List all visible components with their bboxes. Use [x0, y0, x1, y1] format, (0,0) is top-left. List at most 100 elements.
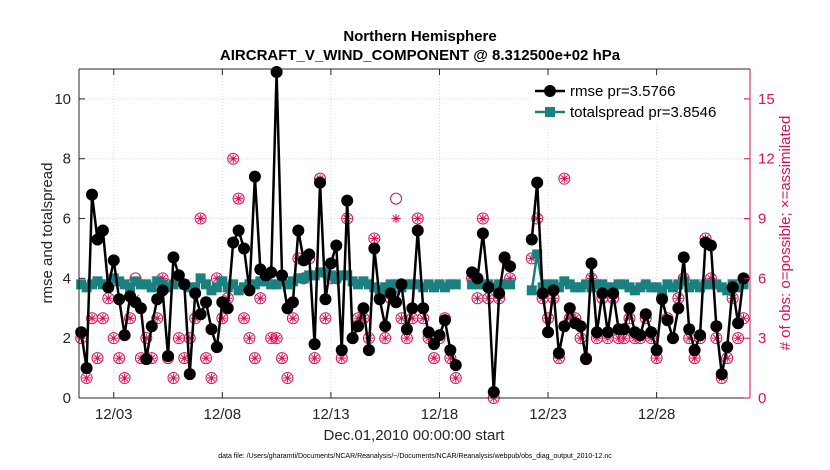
obs-possible-marker	[319, 312, 332, 325]
totalspread-point	[206, 285, 217, 296]
rmse-point	[140, 353, 153, 366]
x-tick-label: 12/08	[204, 406, 242, 423]
obs-possible-marker	[243, 332, 256, 345]
totalspread-point	[81, 282, 92, 293]
rmse-point	[504, 260, 517, 273]
obs-assimilated-marker	[738, 313, 748, 323]
totalspread-point	[564, 279, 575, 290]
rmse-point	[580, 353, 593, 366]
rmse-point	[645, 326, 658, 339]
rmse-point	[574, 320, 587, 333]
obs-assimilated-marker	[733, 333, 743, 343]
rmse-point	[601, 326, 614, 339]
obs-assimilated-marker	[201, 353, 211, 363]
rmse-point	[536, 287, 549, 300]
rmse-point	[178, 278, 191, 291]
x-tick-label: 12/13	[312, 406, 350, 423]
rmse-point	[590, 326, 603, 339]
totalspread-point	[380, 282, 391, 293]
totalspread-point	[532, 249, 543, 260]
totalspread-point	[445, 279, 456, 290]
obs-assimilated-marker	[402, 333, 412, 343]
obs-assimilated-marker	[190, 313, 200, 323]
rmse-point	[634, 329, 647, 342]
obs-assimilated-marker	[337, 353, 347, 363]
obs-assimilated-marker	[369, 233, 379, 243]
chart-title: Northern Hemisphere	[343, 28, 496, 45]
obs-possible-marker	[91, 352, 104, 365]
totalspread-point	[570, 282, 581, 293]
rmse-point	[265, 266, 278, 279]
obs-assimilated-marker	[114, 353, 124, 363]
totalspread-point	[689, 279, 700, 290]
rmse-point	[639, 308, 652, 321]
totalspread-point	[76, 279, 87, 290]
totalspread-point	[87, 279, 98, 290]
totalspread-point	[217, 276, 228, 287]
totalspread-point	[684, 282, 695, 293]
obs-assimilated-marker	[690, 353, 700, 363]
rmse-point	[656, 293, 669, 306]
axes	[78, 68, 751, 399]
rmse-point	[248, 170, 261, 183]
obs-assimilated-marker	[527, 253, 537, 263]
obs-assimilated-marker	[103, 293, 113, 303]
totalspread-point	[287, 276, 298, 287]
rmse-point	[400, 323, 413, 336]
totalspread-point	[353, 279, 364, 290]
rmse-point	[352, 320, 365, 333]
obs-assimilated-marker	[82, 373, 92, 383]
totalspread-point	[619, 279, 630, 290]
obs-assimilated-marker	[358, 313, 368, 323]
obs-assimilated-marker	[217, 313, 227, 323]
obs-assimilated-marker	[239, 313, 249, 323]
obs-assimilated-marker	[722, 353, 732, 363]
totalspread-point	[130, 276, 141, 287]
rmse-point	[482, 281, 495, 294]
totalspread-point	[418, 282, 429, 293]
rmse-point	[221, 302, 234, 315]
totalspread-point	[667, 282, 678, 293]
obs-assimilated-marker	[174, 333, 184, 343]
rmse-point	[438, 314, 451, 327]
rmse-point	[303, 248, 316, 261]
rmse-line	[471, 233, 512, 393]
rmse-point	[292, 224, 305, 237]
totalspread-point	[336, 270, 347, 281]
obs-assimilated-marker	[396, 313, 406, 323]
obs-possible-marker	[732, 332, 745, 345]
totalspread-point	[325, 270, 336, 281]
totalspread-point	[559, 276, 570, 287]
obs-assimilated-marker	[445, 353, 455, 363]
rmse-point	[330, 239, 343, 252]
totalspread-point	[141, 279, 152, 290]
rmse-point	[444, 344, 457, 357]
x-tick-label: 12/03	[95, 406, 133, 423]
totalspread-point	[640, 279, 651, 290]
rmse-point	[650, 344, 663, 357]
obs-possible-marker	[558, 172, 571, 185]
obs-assimilated-marker	[206, 373, 216, 383]
totalspread-point	[423, 279, 434, 290]
totalspread-point	[613, 279, 624, 290]
obs-assimilated-marker	[652, 353, 662, 363]
rmse-point	[86, 188, 99, 201]
rmse-point	[210, 341, 223, 354]
obs-assimilated-marker	[185, 333, 195, 343]
obs-assimilated-marker	[478, 214, 488, 224]
totalspread-point	[363, 279, 374, 290]
rmse-point	[162, 350, 175, 363]
rmse-point	[91, 233, 104, 246]
obs-possible-marker	[232, 192, 245, 205]
obs-possible-marker	[140, 332, 153, 345]
totalspread-point	[233, 285, 244, 296]
rmse-point	[102, 281, 115, 294]
x-tick-label: 12/28	[638, 406, 676, 423]
totalspread-point	[184, 282, 195, 293]
totalspread-point	[597, 279, 608, 290]
totalspread-point	[255, 276, 266, 287]
rmse-point	[151, 293, 164, 306]
y-left-tick-label: 10	[54, 91, 71, 108]
obs-assimilated-marker	[244, 333, 254, 343]
